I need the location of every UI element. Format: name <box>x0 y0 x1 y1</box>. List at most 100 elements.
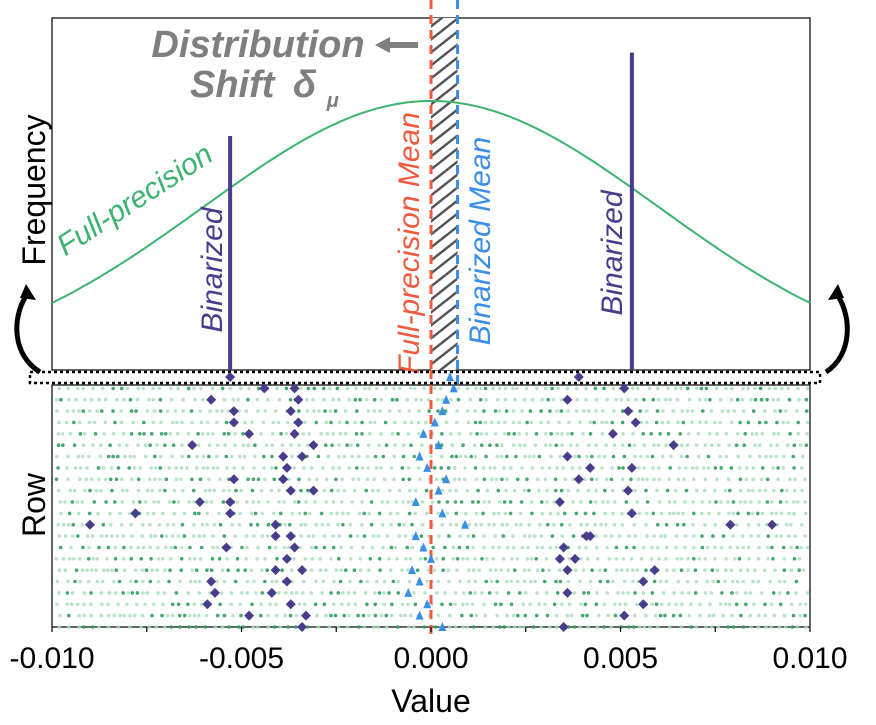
weight-dot <box>709 591 714 595</box>
weight-dot <box>578 420 582 425</box>
weight-dot <box>540 397 544 402</box>
weight-dot <box>492 511 496 516</box>
weight-dot <box>187 500 191 504</box>
weight-dot <box>109 466 114 470</box>
weight-dot <box>518 443 522 448</box>
weight-dot <box>130 477 134 482</box>
weight-dot <box>684 466 688 470</box>
weight-dot <box>434 477 439 482</box>
weight-dot <box>763 409 767 413</box>
weight-dot <box>563 477 568 482</box>
weight-dot <box>474 613 479 618</box>
weight-dot <box>74 568 79 572</box>
weight-dot <box>766 534 771 538</box>
weight-dot <box>333 613 338 618</box>
weight-dot <box>746 522 751 527</box>
weight-dot <box>773 386 778 391</box>
weight-dot <box>249 568 254 572</box>
binarized-mean-marker <box>449 383 458 393</box>
weight-dot <box>135 591 140 595</box>
weight-dot <box>546 522 550 527</box>
weight-dot <box>499 454 504 459</box>
weight-dot <box>180 454 184 459</box>
weight-dot <box>113 420 117 425</box>
weight-dot <box>515 477 520 482</box>
weight-dot <box>392 477 396 482</box>
weight-dot <box>484 432 489 436</box>
weight-dot <box>757 522 761 527</box>
weight-dot <box>100 602 104 607</box>
weight-dot <box>644 522 648 527</box>
weight-dot <box>153 534 158 538</box>
weight-dot <box>158 409 163 413</box>
weight-dot <box>678 613 683 618</box>
weight-dot <box>587 443 591 448</box>
weight-dot <box>387 557 391 561</box>
weight-dot <box>632 522 636 527</box>
weight-dot <box>795 545 799 550</box>
weight-dot <box>497 386 502 391</box>
weight-dot <box>665 488 670 493</box>
weight-dot <box>458 454 463 459</box>
weight-dot <box>757 613 761 618</box>
weight-dot <box>472 443 477 448</box>
weight-dot <box>496 511 501 516</box>
binarized-diamond <box>244 428 255 439</box>
weight-dot <box>80 568 85 572</box>
weight-dot <box>488 443 492 448</box>
weight-dot <box>529 557 534 561</box>
binarized-diamond <box>308 440 319 451</box>
weight-dot <box>583 602 588 607</box>
weight-dot <box>797 568 801 572</box>
weight-dot <box>797 397 801 402</box>
weight-dot <box>89 568 94 572</box>
weight-dot <box>156 579 161 584</box>
weight-dot <box>456 386 461 391</box>
weight-dot <box>731 534 736 538</box>
weight-dot <box>493 409 498 413</box>
weight-dot <box>99 443 103 448</box>
weight-dot <box>111 386 115 391</box>
weight-dot <box>328 386 332 391</box>
weight-dot <box>189 409 194 413</box>
weight-dot <box>181 409 186 413</box>
weight-dot <box>256 545 260 550</box>
weight-dot <box>271 420 276 425</box>
weight-dot <box>252 534 256 538</box>
weight-dot <box>270 443 274 448</box>
weight-dot <box>787 534 791 538</box>
weight-dot <box>382 579 387 584</box>
weight-dot <box>780 386 784 391</box>
weight-dot <box>277 488 281 493</box>
weight-dot <box>707 432 712 436</box>
weight-dot <box>468 432 473 436</box>
weight-dot <box>511 443 516 448</box>
weight-dot <box>369 500 374 504</box>
hatch-line <box>431 185 458 211</box>
weight-dot <box>125 443 129 448</box>
weight-dot <box>287 522 292 527</box>
binarized-diamond <box>259 383 270 394</box>
weight-dot <box>294 591 299 595</box>
weight-dot <box>637 625 642 629</box>
weight-dot <box>80 522 84 527</box>
weight-dot <box>118 613 122 618</box>
weight-dot <box>461 557 465 561</box>
left-curve-arrow-icon <box>14 294 42 375</box>
weight-dot <box>397 409 402 413</box>
weight-dot <box>401 500 406 504</box>
weight-dot <box>138 500 142 504</box>
weight-dot <box>622 579 627 584</box>
weight-dot <box>148 545 152 550</box>
weight-dot <box>141 386 145 391</box>
weight-dot <box>667 625 672 629</box>
weight-dot <box>286 625 290 629</box>
weight-dot <box>772 432 776 436</box>
weight-dot <box>595 557 600 561</box>
weight-dot <box>220 568 225 572</box>
weight-dot <box>705 579 709 584</box>
weight-dot <box>704 625 708 629</box>
hatch-lines <box>431 18 458 370</box>
weight-dot <box>543 602 547 607</box>
y-axis-label-frequency: Frequency <box>16 114 52 265</box>
